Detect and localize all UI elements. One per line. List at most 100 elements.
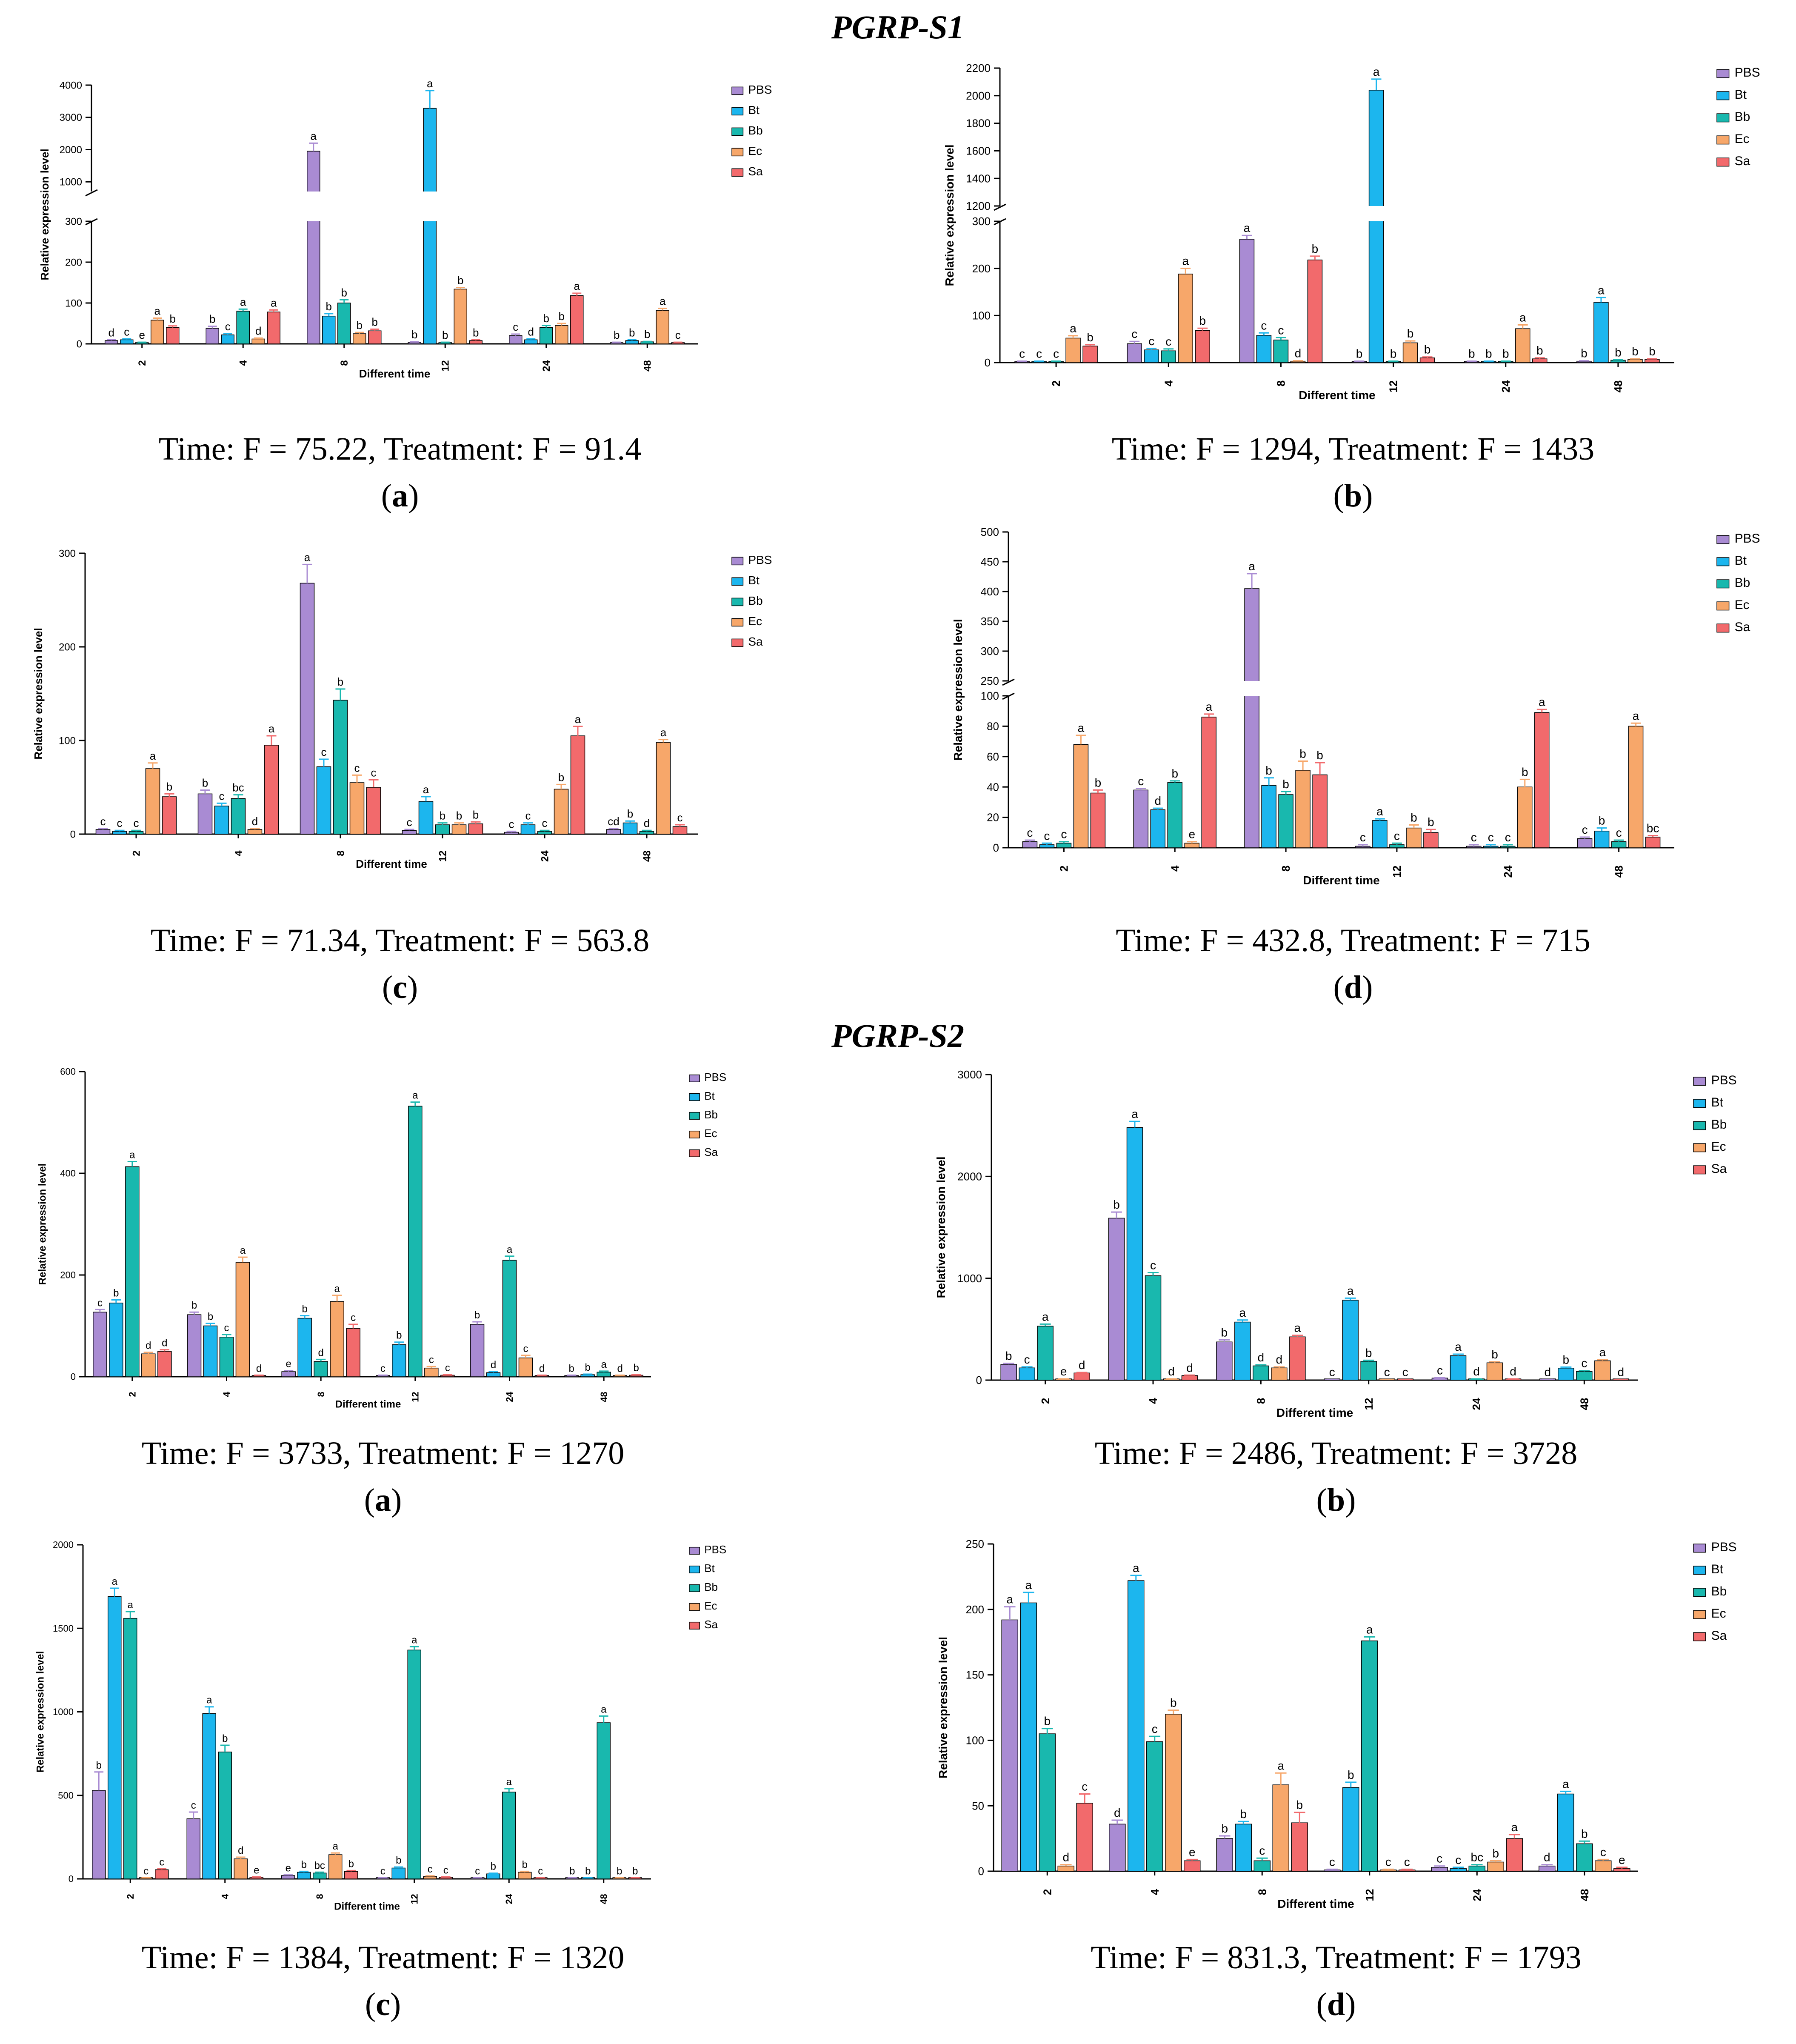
bar-pbs	[206, 328, 219, 344]
bar-sa	[1074, 1372, 1090, 1381]
significance-letter: b	[473, 326, 479, 339]
significance-letter: b	[1240, 1807, 1247, 1821]
legend-label-sa: Sa	[1735, 620, 1750, 634]
bar-ec	[1380, 1870, 1397, 1872]
y-tick-label: 4000	[60, 80, 82, 91]
chart-S2-d: 0 50 100 150 200 250 Relative expression level…	[937, 1538, 1737, 2022]
significance-letter: c	[1138, 775, 1144, 788]
legend-label-bt: Bt	[704, 1562, 715, 1575]
legend-label-bb: Bb	[1711, 1118, 1727, 1132]
bar-pbs	[470, 1324, 485, 1377]
bar-bb	[314, 1361, 328, 1377]
bar-pbs	[1108, 1218, 1125, 1381]
bar-sa	[1613, 1868, 1630, 1872]
bar-bb	[1253, 1365, 1269, 1381]
bar-bt	[1150, 809, 1165, 848]
x-tick-label: 48	[598, 1894, 609, 1904]
bar-bt	[423, 108, 437, 344]
x-tick-label: 4	[233, 850, 244, 856]
legend-swatch-bb	[731, 127, 744, 136]
legend-swatch-pbs	[689, 1547, 700, 1555]
bar-pbs	[1127, 343, 1142, 363]
chart-S2-b: 0 1000 2000 3000 Relative expression level Di…	[934, 1068, 1737, 1518]
bar-sa	[672, 826, 688, 835]
significance-letter: b	[1296, 1798, 1303, 1812]
significance-letter: e	[286, 1863, 291, 1874]
significance-letter: bc	[232, 781, 244, 794]
significance-letter: c	[380, 1363, 385, 1374]
legend-swatch-bb	[1716, 579, 1730, 589]
significance-letter: b	[559, 310, 565, 323]
significance-letter: b	[166, 780, 172, 793]
significance-letter: b	[1411, 811, 1417, 824]
significance-letter: b	[569, 1865, 575, 1877]
bar-bb	[597, 1722, 611, 1879]
bar-bt	[1235, 1824, 1252, 1872]
y-tick-label: 0	[978, 1865, 984, 1878]
x-axis-label: Different time	[1299, 389, 1375, 402]
significance-letter: b	[1356, 347, 1363, 360]
significance-letter: c	[1278, 323, 1284, 337]
bar-pbs	[504, 832, 519, 835]
bar-pbs	[1577, 838, 1593, 848]
y-tick-label: 1500	[53, 1623, 74, 1634]
bar-bb	[1253, 1860, 1271, 1872]
significance-letter: a	[506, 1776, 512, 1788]
bar-bt	[297, 1872, 311, 1879]
significance-letter: a	[1248, 560, 1255, 573]
section-title-s1: PGRP-S1	[831, 9, 964, 46]
y-tick-label: 0	[985, 356, 991, 369]
x-tick-label: 48	[1612, 380, 1625, 393]
legend-swatch-sa	[689, 1149, 700, 1157]
y-tick-label: 500	[58, 1790, 74, 1801]
significance-letter: c	[1616, 826, 1622, 839]
legend-swatch-pbs	[1716, 535, 1730, 544]
y-tick-label: 250	[981, 675, 999, 687]
legend-swatch-sa	[731, 168, 744, 177]
significance-letter: c	[1152, 1722, 1158, 1735]
y-tick-label: 3000	[957, 1068, 982, 1081]
bar-bb	[1037, 1326, 1054, 1381]
y-tick-label: 100	[59, 735, 76, 746]
significance-letter: b	[1615, 346, 1622, 359]
significance-letter: a	[1006, 1593, 1013, 1606]
bar-bt	[1234, 1321, 1251, 1381]
significance-letter: a	[1182, 254, 1189, 268]
significance-letter: c	[525, 809, 531, 822]
x-axis-label: Different time	[1303, 874, 1379, 887]
x-tick-label: 2	[125, 1894, 136, 1899]
significance-letter: a	[128, 1599, 134, 1611]
significance-letter: d	[1114, 1806, 1121, 1819]
significance-letter: d	[109, 326, 114, 339]
significance-letter: b	[442, 329, 448, 341]
x-axis-label: Different time	[335, 1399, 401, 1410]
significance-letter: a	[601, 1704, 607, 1715]
bar-ec	[1628, 726, 1644, 848]
bar-ec	[518, 1872, 532, 1879]
significance-letter: a	[1239, 1306, 1246, 1319]
legend-swatch-sa	[689, 1621, 700, 1629]
legend-swatch-bb	[1693, 1588, 1706, 1597]
significance-letter: c	[1402, 1365, 1408, 1378]
significance-letter: b	[585, 1865, 591, 1877]
significance-letter: a	[1042, 1310, 1049, 1323]
bar-break-gap	[423, 192, 437, 221]
legend-swatch-pbs	[1693, 1077, 1706, 1086]
panel-label-close: )	[408, 478, 419, 514]
significance-letter: a	[1277, 1759, 1284, 1772]
x-tick-label: 2	[1050, 380, 1062, 386]
significance-letter: b	[457, 274, 463, 287]
significance-letter: b	[1632, 345, 1639, 358]
bar-bt	[391, 1867, 405, 1879]
significance-letter: b	[627, 807, 633, 820]
panel-label-open: (	[382, 969, 393, 1005]
significance-letter: b	[474, 1309, 480, 1321]
legend-label-bb: Bb	[748, 124, 762, 137]
legend-label-bt: Bt	[1711, 1562, 1724, 1576]
legend-label-bt: Bt	[704, 1089, 715, 1102]
significance-letter: b	[440, 809, 445, 822]
panel-label-open: (	[365, 1987, 376, 2022]
legend-label-pbs: PBS	[1735, 532, 1760, 546]
bar-pbs	[1355, 846, 1371, 848]
